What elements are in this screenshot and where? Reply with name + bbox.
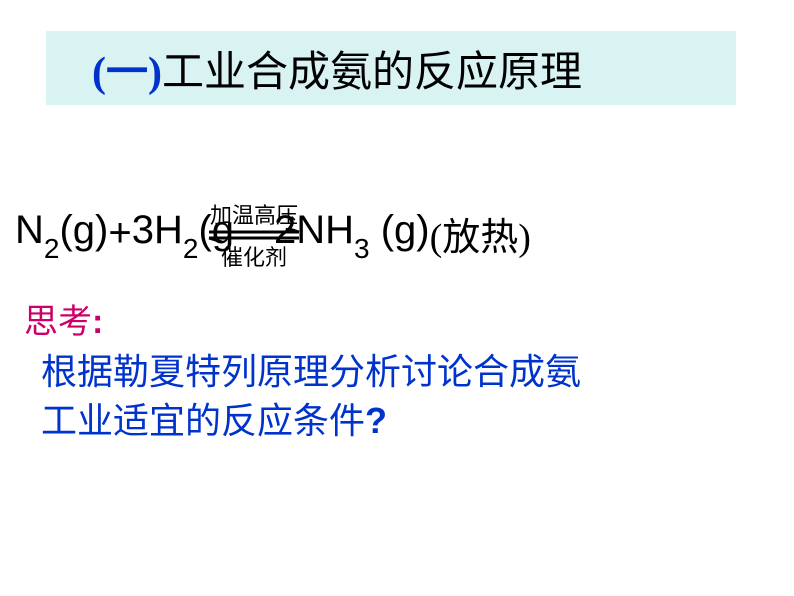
- chemical-equation: N2(g) + 3H2(g 加温高压 催化剂 2NH3 (g) (放热): [15, 196, 531, 270]
- product-subscript: 3: [354, 233, 370, 264]
- question-line1: 根据勒夏特列原理分析讨论合成氨: [41, 352, 581, 392]
- arrow-condition-top: 加温高压: [210, 198, 298, 230]
- think-text: 思考: [24, 304, 92, 341]
- arrow-condition-bottom: 催化剂: [221, 240, 287, 272]
- plus-sign: +: [108, 211, 131, 256]
- reactant2-coeff: 3H: [132, 208, 183, 252]
- equilibrium-arrow-icon: [204, 228, 304, 242]
- think-prompt: 思考:: [24, 294, 103, 343]
- reactant1-subscript: 2: [44, 233, 60, 264]
- title-prefix: (一): [92, 38, 162, 99]
- reactant2-subscript: 2: [183, 233, 199, 264]
- title-main: 工业合成氨的反应原理: [162, 38, 582, 99]
- question-mark: ?: [365, 400, 387, 441]
- reactant1-symbol: N: [15, 208, 44, 252]
- think-colon: :: [92, 303, 103, 341]
- product-state: (g): [370, 208, 430, 252]
- equilibrium-arrow-group: 加温高压 催化剂: [204, 198, 304, 272]
- heat-note: (放热): [430, 206, 531, 261]
- reactant-1: N2(g): [15, 208, 108, 259]
- question-body: 根据勒夏特列原理分析讨论合成氨 工业适宜的反应条件?: [41, 348, 581, 445]
- question-line2: 工业适宜的反应条件: [41, 401, 365, 441]
- title-banner: (一) 工业合成氨的反应原理: [46, 31, 736, 105]
- reactant1-state: (g): [59, 208, 108, 252]
